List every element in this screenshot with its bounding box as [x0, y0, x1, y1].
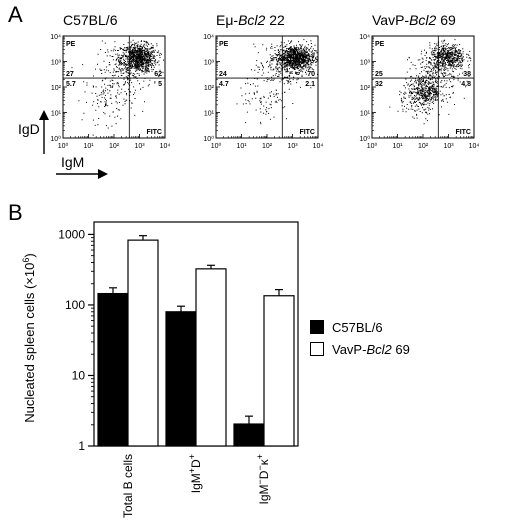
x-tick-label: 10³ — [287, 143, 298, 150]
quadrant-lr-value: 4.8 — [461, 81, 471, 88]
quadrant-ur-value: 70 — [307, 71, 315, 78]
category-label: IgM−D−κ+ — [255, 454, 271, 504]
y-tick-label: 10⁴ — [359, 34, 370, 41]
y-tick-label: 10² — [51, 85, 62, 92]
bar-chart: Nucleated spleen cells (×106) 1 10 100 1000… — [21, 221, 299, 518]
x-tick-label: 10³ — [134, 143, 145, 150]
legend-item-vavp: VavP-Bcl2 69 — [310, 338, 410, 360]
y-tick-label: 10² — [360, 85, 371, 92]
fitc-label: FITC — [146, 129, 162, 136]
quadrant-lr-value: 5 — [158, 81, 162, 88]
pe-label: PE — [66, 41, 76, 48]
plot-frame — [62, 35, 166, 139]
quadrant-ul-value: 27 — [66, 71, 74, 78]
y-tick-label: 10⁰ — [203, 135, 214, 143]
y-tick-label: 10³ — [204, 60, 215, 67]
quadrant-ul-value: 25 — [375, 71, 383, 78]
y-tick-label: 10⁰ — [359, 135, 370, 143]
bar-c57bl6-0 — [97, 292, 129, 447]
fitc-label: FITC — [455, 129, 471, 136]
bar-vavp-0 — [127, 239, 159, 447]
bar-vavp-2 — [263, 295, 295, 447]
y-tick-label: 10¹ — [360, 111, 371, 118]
event-points — [236, 39, 318, 138]
y-tick-label: 1000 — [58, 227, 85, 241]
y-tick-label: 10⁴ — [203, 34, 214, 41]
x-axis-arrow — [56, 169, 108, 179]
y-tick-label: 10³ — [360, 60, 371, 67]
bar-c57bl6-2 — [233, 423, 265, 447]
legend: C57BL/6 VavP-Bcl2 69 — [310, 316, 410, 360]
legend-swatch-white — [310, 342, 324, 356]
x-tick-label: 10¹ — [83, 143, 94, 150]
y-tick-label: 10² — [204, 85, 215, 92]
y-tick-label: 10⁴ — [50, 34, 61, 41]
event-dots — [71, 39, 164, 136]
y-tick-label: 10¹ — [204, 111, 215, 118]
x-tick-label: 10⁰ — [367, 142, 378, 150]
y-tick-label: 10⁰ — [50, 135, 61, 143]
x-tick-label: 10⁴ — [313, 143, 324, 150]
event-dots — [236, 39, 318, 138]
legend-item-c57bl6: C57BL/6 — [310, 316, 410, 338]
x-tick-label: 10¹ — [236, 143, 247, 150]
flow-cytometry-panel: IgD IgM 10⁰ 10¹ 10² 10³ 10⁴ 10⁰ 10¹ 10² 10³ 10⁴ PE… — [18, 34, 479, 179]
legend-label: C57BL/6 — [332, 319, 383, 335]
panel-a-letter: A — [8, 2, 23, 27]
x-tick-label: 10⁴ — [469, 143, 480, 150]
y-tick-label: 1 — [78, 439, 85, 453]
y-tick-label: 10¹ — [51, 111, 62, 118]
y-tick-label: 10 — [72, 368, 86, 382]
quadrant-ur-value: 38 — [463, 71, 471, 78]
y-axis-title: Nucleated spleen cells (×106) — [21, 253, 37, 422]
x-tick-label: 10² — [109, 143, 120, 150]
bar-c57bl6-1 — [165, 311, 197, 447]
fitc-label: FITC — [299, 129, 315, 136]
category-label: IgM+D+ — [187, 454, 203, 493]
x-tick-label: 10¹ — [392, 143, 403, 150]
event-points — [71, 39, 164, 136]
dot-plot-1: 10⁰ 10¹ 10² 10³ 10⁴ 10⁰ 10¹ 10² 10³ 10⁴ PE FITC 27 62… — [50, 34, 170, 150]
event-points — [389, 39, 472, 125]
dot-plot-2: 10⁰ 10¹ 10² 10³ 10⁴ 10⁰ 10¹ 10² 10³ 10⁴ PE FITC 24 70… — [203, 34, 323, 150]
plot-title-1: C57BL/6 — [63, 12, 118, 28]
quadrant-ur-value: 62 — [154, 71, 162, 78]
y-axis-arrow — [39, 110, 49, 154]
quadrant-lr-value: 2.1 — [305, 81, 315, 88]
dot-plot-3: 10⁰ 10¹ 10² 10³ 10⁴ 10⁰ 10¹ 10² 10³ 10⁴ PE FITC 25 38… — [359, 34, 479, 150]
x-tick-label: 10⁴ — [160, 143, 171, 150]
legend-label: VavP-Bcl2 69 — [332, 341, 410, 357]
x-tick-label: 10³ — [443, 143, 454, 150]
x-axis-label: IgM — [61, 154, 84, 170]
legend-swatch-black — [310, 320, 324, 334]
x-tick-label: 10⁰ — [211, 142, 222, 150]
x-tick-label: 10⁰ — [58, 142, 69, 150]
pe-label: PE — [375, 41, 385, 48]
quadrant-ll-value: 4.7 — [219, 81, 229, 88]
panel-b-letter: B — [8, 200, 23, 225]
y-axis-label: IgD — [18, 121, 40, 137]
plot-title-2: Eμ-Bcl2 22 — [216, 12, 285, 28]
y-tick-label: 10³ — [51, 60, 62, 67]
event-dots — [389, 39, 472, 125]
y-tick-label: 100 — [65, 298, 85, 312]
pe-label: PE — [219, 41, 229, 48]
quadrant-ll-value: 5.7 — [66, 81, 76, 88]
plot-title-3: VavP-Bcl2 69 — [372, 12, 456, 28]
quadrant-ll-value: 32 — [375, 81, 383, 88]
bar-vavp-1 — [195, 268, 227, 447]
x-tick-label: 10² — [262, 143, 273, 150]
category-label: Total B cells — [121, 454, 135, 518]
quadrant-ul-value: 24 — [219, 71, 227, 78]
x-tick-label: 10² — [418, 143, 429, 150]
